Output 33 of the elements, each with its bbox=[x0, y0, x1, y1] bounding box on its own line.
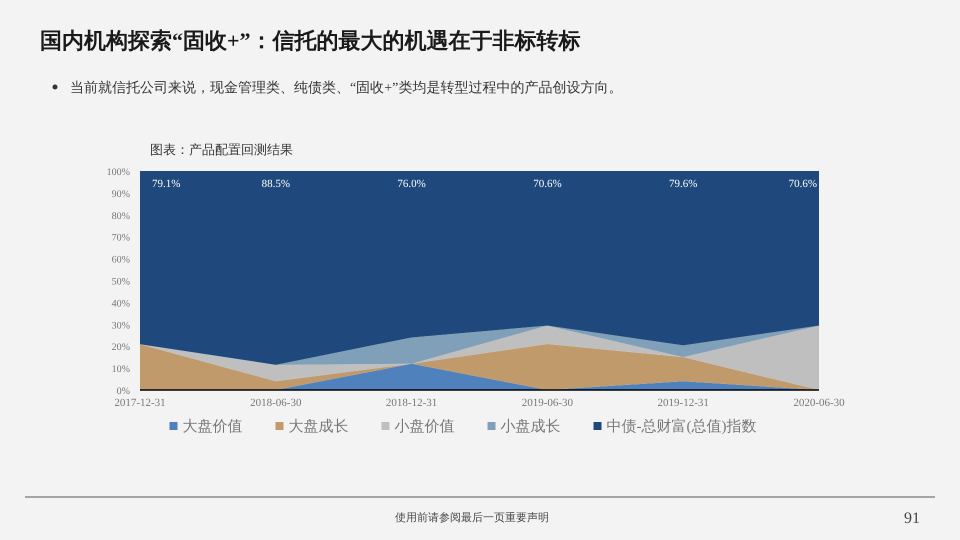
y-tick-label: 60% bbox=[112, 254, 130, 266]
text: 图表：产品配置回测结果 bbox=[150, 142, 293, 157]
y-tick-label: 10% bbox=[112, 364, 130, 376]
chart-subtitle: 当前就信托公司来说，现金管理类、纯债类、“固收+”类均是转型过程中的产品创设方向。 bbox=[70, 80, 622, 96]
x-tick-label: 2020-06-30 bbox=[793, 397, 846, 409]
y-tick-label: 0% bbox=[116, 386, 130, 397]
x-tick-label: 2019-06-30 bbox=[522, 397, 574, 409]
data-label: 70.6% bbox=[533, 178, 562, 190]
legend-label: 大盘成长 bbox=[288, 418, 348, 435]
legend-label: 中债-总财富(总值)指数 bbox=[606, 418, 756, 435]
y-tick-label: 40% bbox=[112, 298, 130, 310]
x-tick-label: 2018-06-30 bbox=[250, 397, 302, 409]
x-tick-label: 2019-12-31 bbox=[658, 397, 709, 409]
y-tick-label: 30% bbox=[112, 320, 130, 332]
data-label: 70.6% bbox=[788, 178, 817, 190]
data-label: 79.1% bbox=[152, 178, 180, 190]
y-tick-label: 50% bbox=[112, 276, 130, 288]
y-tick-label: 80% bbox=[112, 210, 130, 222]
data-label: 79.6% bbox=[668, 178, 698, 190]
legend-label: 小盘价值 bbox=[394, 418, 454, 435]
chart-title: 国内机构探索“固收+”：信托的最大的机遇在于非标转标 bbox=[40, 28, 581, 53]
x-tick-label: 2017-12-31 bbox=[114, 397, 166, 409]
text: 91 bbox=[904, 510, 920, 527]
y-tick-label: 90% bbox=[112, 188, 130, 200]
data-label: 88.5% bbox=[262, 178, 290, 190]
y-tick-label: 20% bbox=[112, 342, 130, 354]
legend-label: 大盘价值 bbox=[182, 418, 242, 435]
y-tick-label: 100% bbox=[106, 167, 130, 178]
text: 使用前请参阅最后一页重要声明 bbox=[395, 511, 549, 524]
data-label: 76.0% bbox=[397, 178, 426, 190]
legend-label: 小盘成长 bbox=[500, 418, 560, 435]
x-tick-label: 2018-12-31 bbox=[386, 397, 438, 409]
y-tick-label: 70% bbox=[112, 232, 130, 244]
